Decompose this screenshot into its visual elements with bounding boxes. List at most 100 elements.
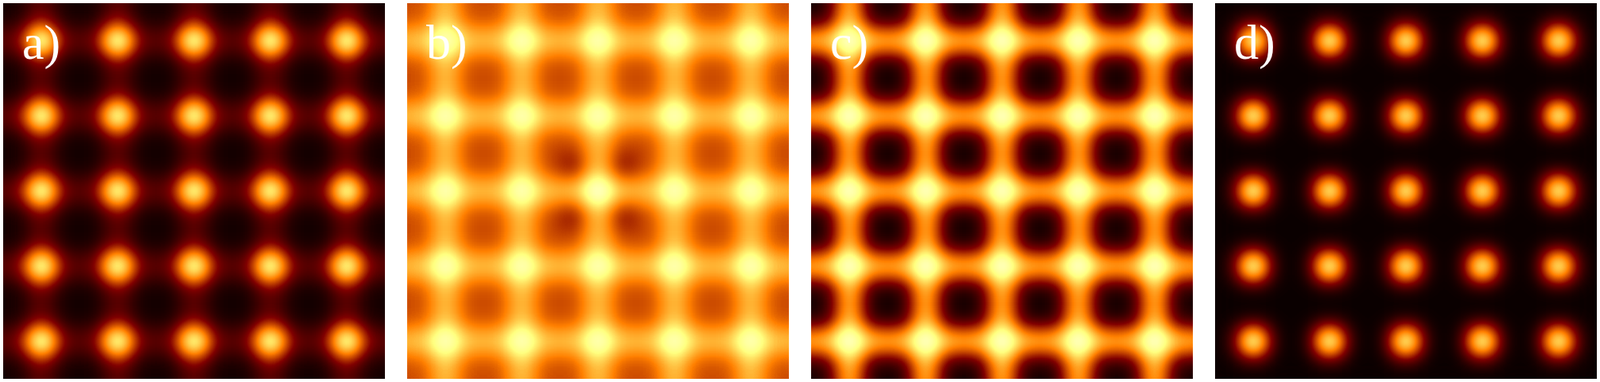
heatmap-cell [963, 53, 990, 79]
heatmap-cell [457, 353, 485, 379]
heatmap-cell [584, 103, 612, 129]
heatmap-cell [407, 328, 434, 354]
heatmap-cell [1142, 178, 1169, 204]
heatmap-cell [283, 253, 310, 279]
heatmap-cell [687, 78, 714, 104]
heatmap-cell [1142, 328, 1169, 354]
heatmap-cell [207, 253, 234, 279]
heatmap-cell [508, 353, 535, 379]
heatmap-cell [912, 103, 939, 129]
heatmap-cell [988, 178, 1016, 204]
heatmap-cell [308, 78, 335, 104]
heatmap-cell [1469, 178, 1497, 204]
heatmap-cell [1316, 303, 1343, 329]
heatmap-cell [1392, 153, 1420, 179]
heatmap-cell [155, 203, 182, 229]
heatmap-cell [104, 153, 131, 179]
heatmap-cell [130, 353, 157, 379]
heatmap-cell [1240, 178, 1267, 204]
heatmap-cell [1520, 153, 1547, 179]
heatmap-cell [308, 53, 335, 79]
heatmap-cell [584, 128, 612, 154]
heatmap-cell [1495, 203, 1522, 229]
heatmap-cell [763, 53, 789, 79]
heatmap-cell [1040, 303, 1067, 329]
heatmap-cell [1065, 3, 1093, 29]
heatmap-cell [738, 278, 765, 304]
heatmap-cell [1520, 103, 1547, 129]
heatmap-cell [938, 303, 965, 329]
heatmap-cell [738, 3, 765, 29]
heatmap-cell [584, 353, 612, 379]
heatmap-cell [887, 128, 914, 154]
heatmap-cell [1116, 328, 1143, 354]
heatmap-cell [559, 278, 586, 304]
heatmap-cell [1015, 353, 1042, 379]
heatmap-cell [1419, 128, 1446, 154]
heatmap-cell [283, 53, 310, 79]
heatmap-cell [1240, 128, 1267, 154]
heatmap-cell [1419, 178, 1446, 204]
heatmap-cell [1142, 53, 1169, 79]
heatmap-cell [1091, 278, 1118, 304]
heatmap-cell [28, 153, 55, 179]
heatmap-cell [1265, 178, 1293, 204]
heatmap-cell [308, 203, 335, 229]
heatmap-cell [661, 128, 689, 154]
heatmap-cell [1142, 28, 1169, 54]
heatmap-cell [257, 203, 285, 229]
heatmap-cell [1142, 3, 1169, 29]
heatmap-cell [457, 128, 485, 154]
heatmap-cell [432, 128, 459, 154]
heatmap-cell [1342, 3, 1369, 29]
heatmap-cell [1015, 78, 1042, 104]
heatmap-cell [1215, 78, 1242, 104]
heatmap-cell [661, 328, 689, 354]
heatmap-cell [1419, 278, 1446, 304]
heatmap-cell [432, 153, 459, 179]
heatmap-cell [457, 328, 485, 354]
heatmap-cell [1520, 128, 1547, 154]
heatmap-cell [1444, 303, 1471, 329]
heatmap-cell [1142, 278, 1169, 304]
heatmap-cell [359, 278, 385, 304]
heatmap-cell [1167, 53, 1193, 79]
heatmap-cell [1265, 203, 1293, 229]
heatmap-cell [432, 328, 459, 354]
heatmap-cell [457, 278, 485, 304]
heatmap-cell [1240, 228, 1267, 254]
heatmap-cell [687, 153, 714, 179]
heatmap-cell [963, 103, 990, 129]
heatmap-cell [938, 253, 965, 279]
heatmap-cell [938, 53, 965, 79]
heatmap-cell [1316, 278, 1343, 304]
heatmap-cell [1342, 103, 1369, 129]
heatmap-cell [53, 328, 81, 354]
heatmap-cell [232, 253, 259, 279]
heatmap-cell [1546, 28, 1573, 54]
heatmap-cell [584, 278, 612, 304]
heatmap-cell [836, 128, 863, 154]
heatmap-cell [1240, 103, 1267, 129]
heatmap-cell [836, 103, 863, 129]
heatmap-cell [1291, 178, 1318, 204]
heatmap-cell [1065, 303, 1093, 329]
heatmap-cell [180, 153, 208, 179]
heatmap-cell [963, 78, 990, 104]
heatmap-cell [308, 153, 335, 179]
heatmap-cell [1342, 128, 1369, 154]
heatmap-cell [1392, 303, 1420, 329]
heatmap-cell [180, 228, 208, 254]
heatmap-cell [1546, 203, 1573, 229]
heatmap-cell [1469, 328, 1497, 354]
heatmap-cell [1167, 78, 1193, 104]
heatmap-cell [712, 253, 739, 279]
heatmap-cell [1065, 128, 1093, 154]
heatmap-cell [155, 278, 182, 304]
heatmap-cell [308, 278, 335, 304]
heatmap-cell [1142, 78, 1169, 104]
heatmap-cell [1265, 153, 1293, 179]
heatmap-cell [1571, 328, 1597, 354]
heatmap-cell [155, 3, 182, 29]
heatmap-cell [1444, 328, 1471, 354]
